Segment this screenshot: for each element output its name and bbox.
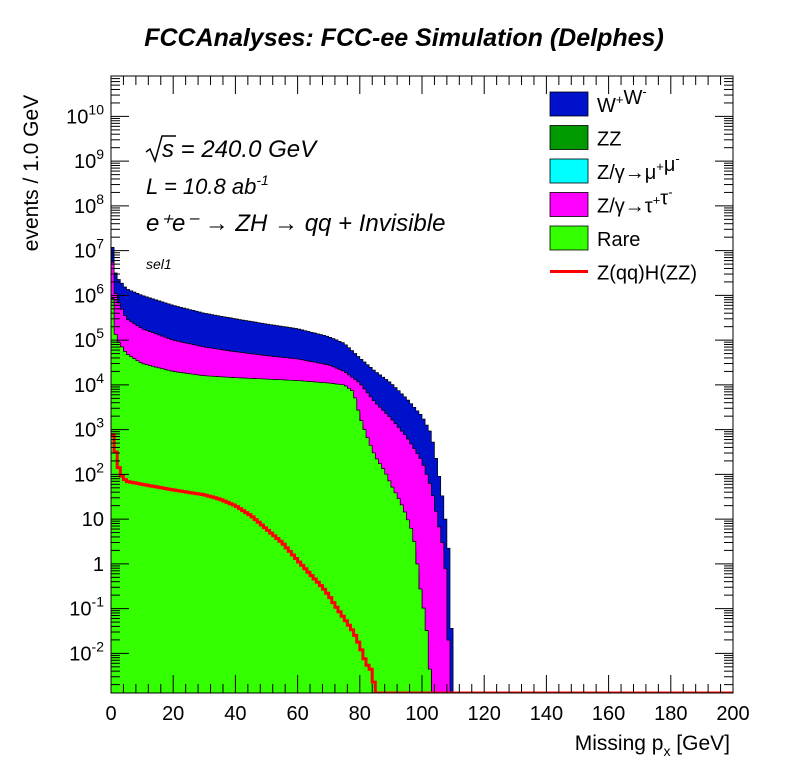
annotation-sqrt-s: s = 240.0 GeV	[162, 136, 318, 163]
legend-label: W+W-	[597, 84, 647, 117]
y-tick-label: 108	[74, 191, 104, 218]
legend-label: Z/γ→τ+τ-	[597, 185, 673, 218]
annotation-process: e⁺e⁻ → ZH → qq + Invisible	[146, 210, 445, 237]
legend-label: Rare	[597, 229, 640, 251]
x-tick-label: 160	[592, 703, 625, 725]
sqrt-icon	[145, 135, 176, 164]
legend-swatch	[549, 91, 589, 117]
x-tick-label: 60	[286, 703, 308, 725]
x-tick-label: 200	[716, 703, 749, 725]
legend: W+W- ZZZ/γ→μ+μ-Z/γ→τ+τ- Rare Z(qq)H(ZZ)	[549, 84, 697, 285]
x-tick-label: 100	[405, 703, 438, 725]
x-tick-label: 140	[530, 703, 563, 725]
legend-label: Z(qq)H(ZZ)	[597, 263, 697, 285]
y-tick-label: 109	[74, 146, 104, 173]
y-tick-label: 1	[93, 554, 104, 576]
legend-swatch	[549, 225, 589, 251]
legend-swatch	[549, 192, 589, 217]
annotation-selection: sel1	[146, 256, 172, 272]
y-tick-label: 107	[74, 236, 104, 263]
y-axis-label: events / 1.0 GeV	[20, 95, 43, 251]
x-tick-label: 40	[224, 703, 246, 725]
y-tick-label: 10-2	[69, 638, 104, 665]
legend-swatch	[549, 125, 589, 150]
x-tick-label: 120	[468, 703, 501, 725]
legend-swatch	[549, 158, 589, 184]
x-axis-label: Missing px [GeV]	[575, 732, 730, 759]
chart-title: FCCAnalyses: FCC-ee Simulation (Delphes)	[144, 24, 664, 52]
y-tick-label: 10	[82, 509, 104, 531]
y-tick-label: 102	[74, 459, 104, 486]
legend-label: ZZ	[597, 129, 621, 151]
y-tick-label: 10-1	[69, 594, 104, 621]
y-tick-label: 105	[74, 325, 104, 352]
series-area-rare	[111, 298, 733, 693]
x-tick-label: 20	[162, 703, 184, 725]
annotations: s = 240.0 GeV L = 10.8 ab-1 e⁺e⁻ → ZH → qq…	[145, 135, 445, 272]
x-tick-label: 180	[654, 703, 687, 725]
y-tick-label: 106	[74, 280, 104, 307]
y-tick-label: 103	[74, 415, 104, 442]
legend-label: Z/γ→μ+μ-	[597, 151, 680, 184]
series-line-signal	[111, 433, 733, 693]
x-tick-label: 80	[349, 703, 371, 725]
y-tick-label: 1010	[66, 101, 104, 128]
annotation-luminosity: L = 10.8 ab-1	[146, 172, 269, 199]
plot-area	[111, 247, 733, 693]
x-tick-label: 0	[105, 703, 116, 725]
y-tick-label: 104	[74, 370, 104, 397]
axes: 0 20 40 60 80 100 120 140 160 180 20010-210-111010…	[66, 75, 750, 725]
